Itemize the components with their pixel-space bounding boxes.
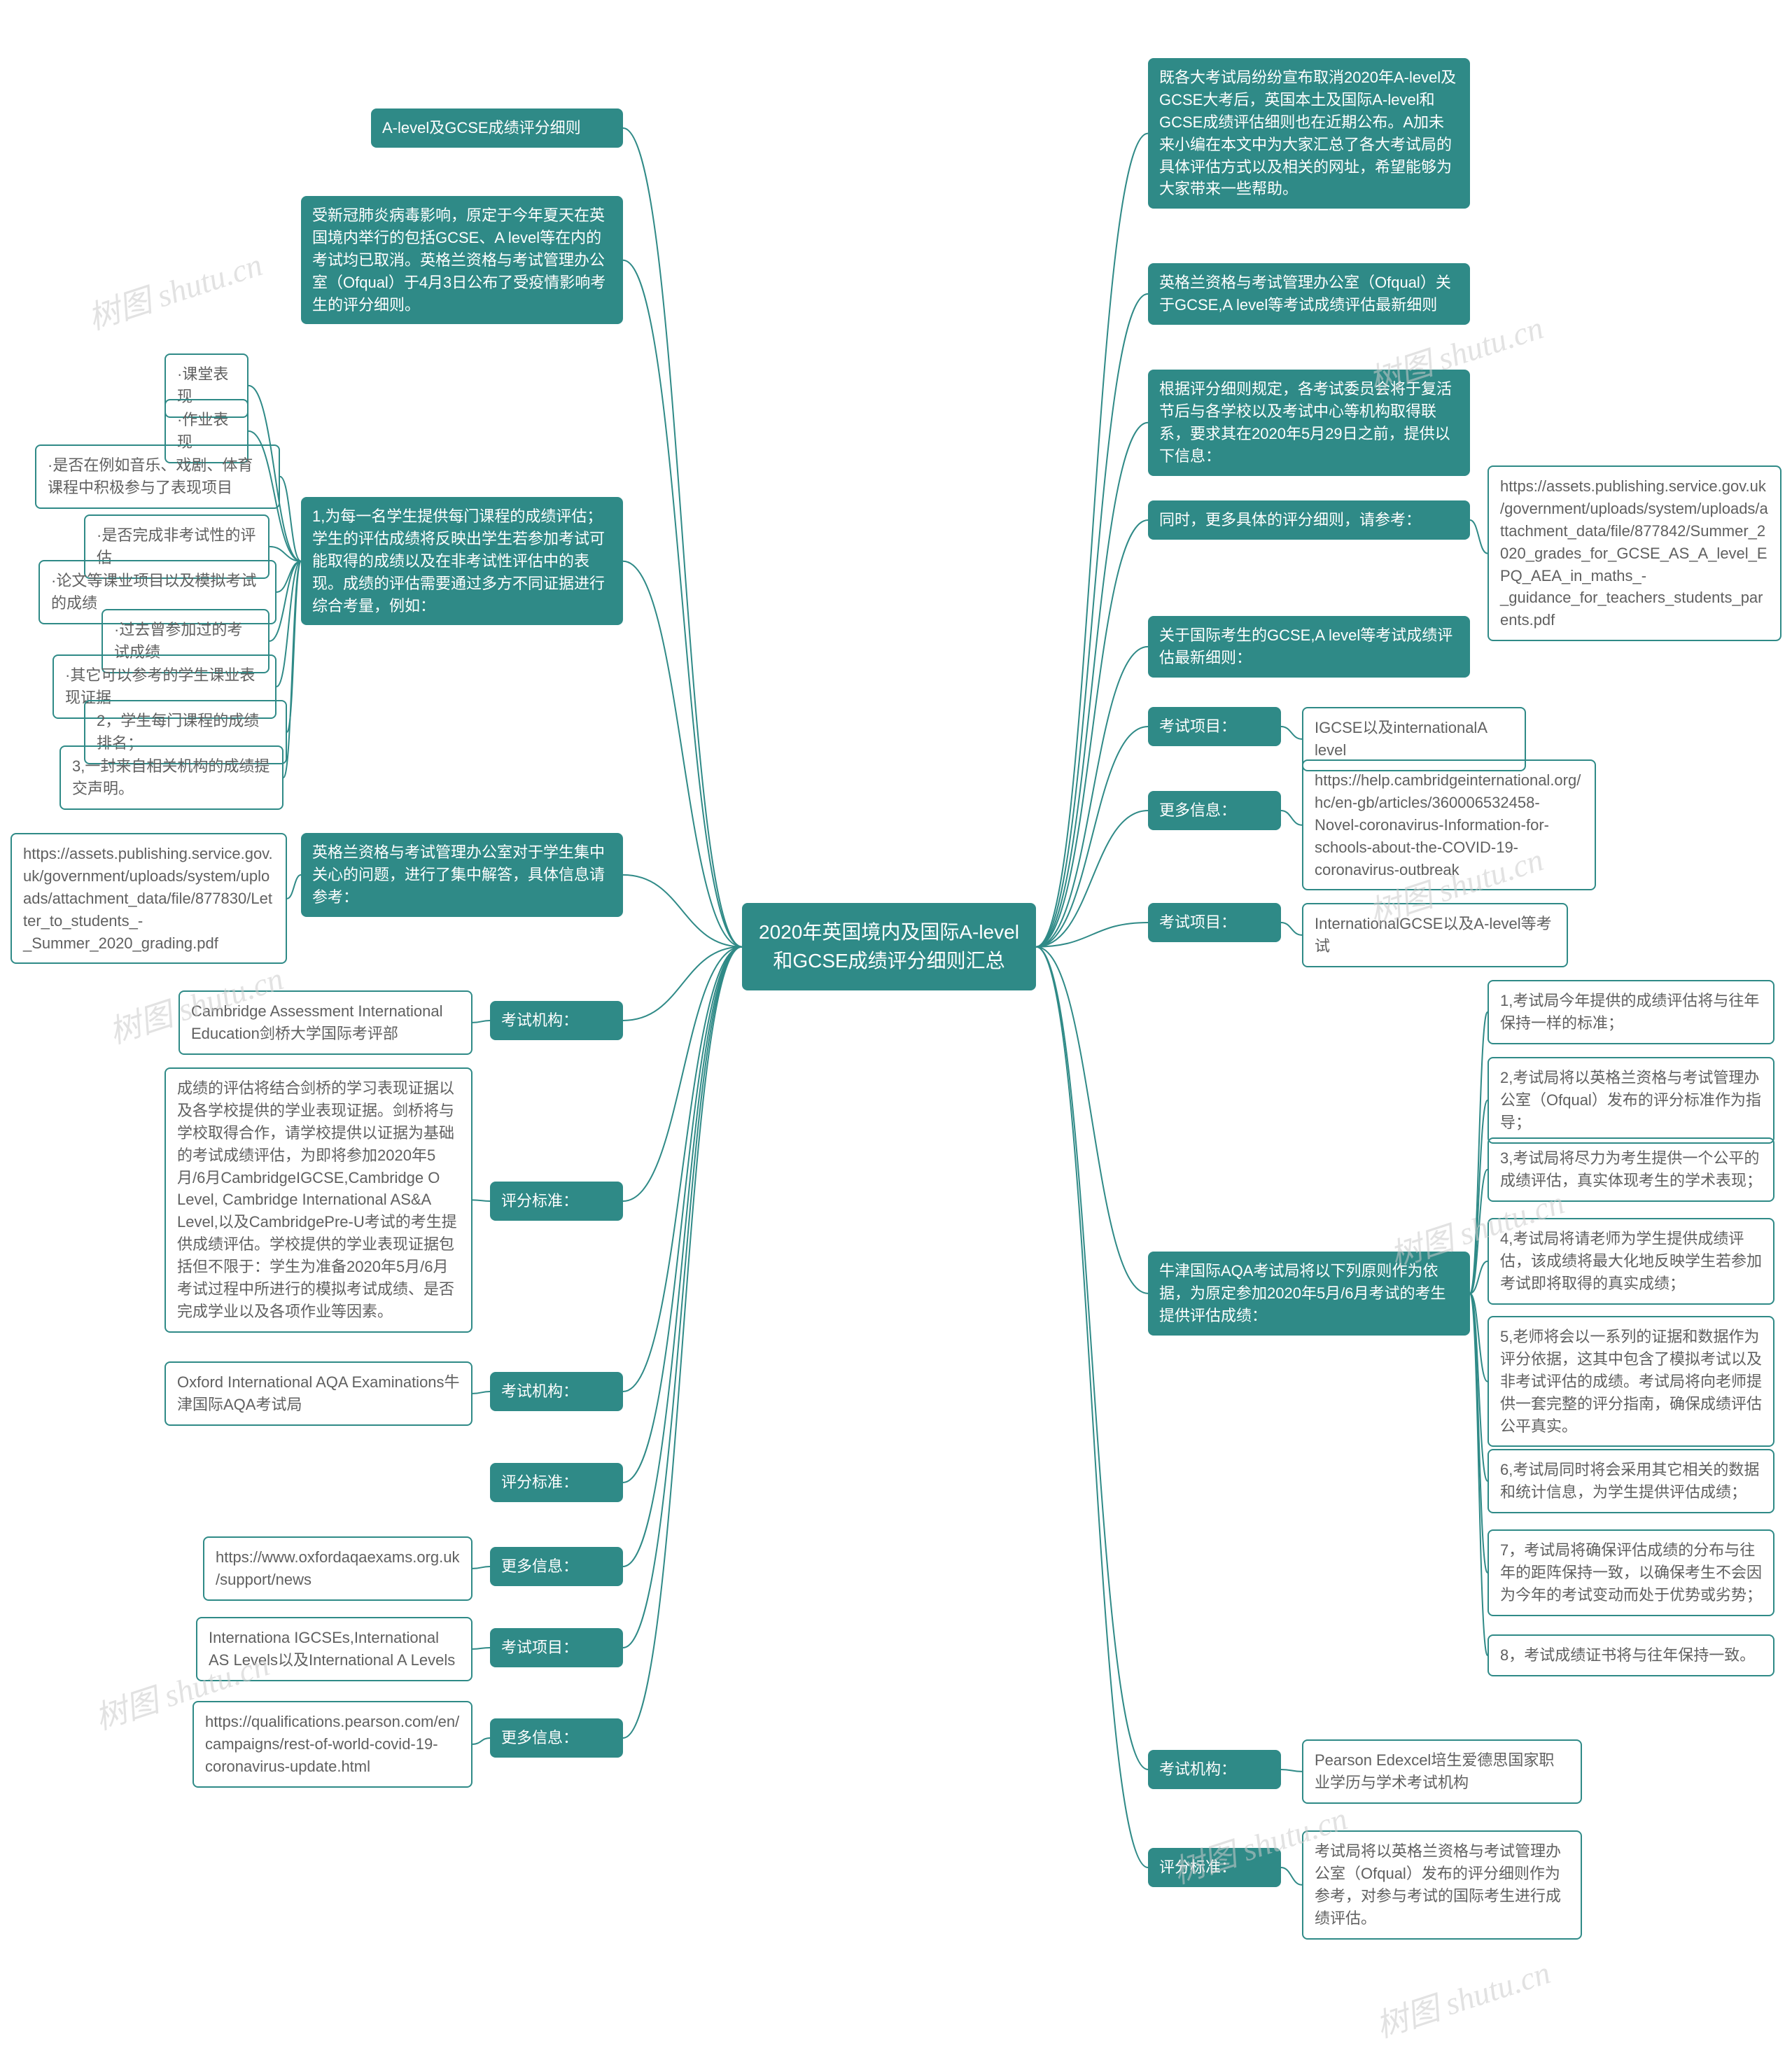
- edge-L7-L7a: [472, 1392, 490, 1394]
- watermark: 树图 shutu.cn: [81, 239, 267, 339]
- node-R3[interactable]: 根据评分细则规定，各考试委员会将于复活节后与各学校以及考试中心等机构取得联系，要…: [1148, 370, 1470, 476]
- node-R1[interactable]: 既各大考试局纷纷宣布取消2020年A-level及GCSE大考后，英国本土及国际…: [1148, 58, 1470, 209]
- node-L3c[interactable]: ·是否在例如音乐、戏剧、体育课程中积极参与了表现项目: [35, 444, 280, 509]
- node-R2[interactable]: 英格兰资格与考试管理办公室（Ofqual）关于GCSE,A level等考试成绩…: [1148, 263, 1470, 325]
- node-L9a[interactable]: https://www.oxfordaqaexams.org.uk/suppor…: [203, 1536, 472, 1601]
- edge-R9-R9c: [1470, 1170, 1488, 1294]
- node-L10a[interactable]: Internationa IGCSEs,International AS Lev…: [196, 1617, 472, 1681]
- edge-c0-L10: [623, 947, 742, 1648]
- edge-L5-L5a: [472, 1021, 490, 1023]
- edge-c0-L2: [623, 260, 742, 947]
- node-R7[interactable]: 更多信息：: [1148, 791, 1281, 830]
- edge-c0-L8: [623, 947, 742, 1483]
- node-R9e[interactable]: 5,老师将会以一系列的证据和数据作为评分依据，这其中包含了模拟考试以及非考试评估…: [1488, 1316, 1774, 1447]
- node-R10[interactable]: 考试机构：: [1148, 1750, 1281, 1789]
- node-R4a[interactable]: https://assets.publishing.service.gov.uk…: [1488, 465, 1782, 641]
- node-L5[interactable]: 考试机构：: [490, 1001, 623, 1040]
- edge-L3-L3e: [276, 561, 301, 592]
- edge-c0-R6: [1036, 727, 1148, 947]
- edge-c0-R11: [1036, 947, 1148, 1868]
- node-L6a[interactable]: 成绩的评估将结合剑桥的学习表现证据以及各学校提供的学业表现证据。剑桥将与学校取得…: [164, 1067, 472, 1333]
- node-c0[interactable]: 2020年英国境内及国际A-level和GCSE成绩评分细则汇总: [742, 903, 1036, 990]
- edge-c0-R1: [1036, 134, 1148, 947]
- node-R11a[interactable]: 考试局将以英格兰资格与考试管理办公室（Ofqual）发布的评分细则作为参考，对参…: [1302, 1830, 1582, 1940]
- node-R9[interactable]: 牛津国际AQA考试局将以下列原则作为依据，为原定参加2020年5月/6月考试的考…: [1148, 1252, 1470, 1336]
- node-R7a[interactable]: https://help.cambridgeinternational.org/…: [1302, 759, 1596, 890]
- edge-L9-L9a: [472, 1567, 490, 1569]
- node-L4[interactable]: 英格兰资格与考试管理办公室对于学生集中关心的问题，进行了集中解答，具体信息请参考…: [301, 833, 623, 917]
- node-L4a[interactable]: https://assets.publishing.service.gov.uk…: [10, 833, 287, 964]
- edge-L10-L10a: [472, 1648, 490, 1649]
- node-L11[interactable]: 更多信息：: [490, 1718, 623, 1758]
- node-R5[interactable]: 关于国际考生的GCSE,A level等考试成绩评估最新细则：: [1148, 616, 1470, 678]
- edge-R6-R6a: [1281, 727, 1302, 739]
- node-L2[interactable]: 受新冠肺炎病毒影响，原定于今年夏天在英国境内举行的包括GCSE、A level等…: [301, 196, 623, 324]
- watermark: 树图 shutu.cn: [1369, 1947, 1555, 2047]
- edge-L4-L4a: [287, 875, 301, 899]
- edge-R9-R9d: [1470, 1261, 1488, 1294]
- edge-c0-L1: [623, 128, 742, 947]
- node-L10[interactable]: 考试项目：: [490, 1628, 623, 1667]
- node-L3i[interactable]: 3,一封来自相关机构的成绩提交声明。: [59, 745, 284, 810]
- edge-R9-R9f: [1470, 1294, 1488, 1481]
- edge-c0-R2: [1036, 294, 1148, 947]
- edge-L3-L3g: [276, 561, 301, 687]
- node-L11a[interactable]: https://qualifications.pearson.com/en/ca…: [192, 1701, 472, 1788]
- edge-L3-L3c: [280, 477, 301, 561]
- edge-R9-R9h: [1470, 1294, 1488, 1655]
- edge-R11-R11a: [1281, 1868, 1302, 1885]
- edge-c0-R5: [1036, 647, 1148, 947]
- edge-c0-L7: [623, 947, 742, 1392]
- edge-L11-L11a: [472, 1738, 490, 1744]
- edge-c0-L9: [623, 947, 742, 1567]
- edge-c0-L6: [623, 947, 742, 1201]
- node-R8[interactable]: 考试项目：: [1148, 903, 1281, 942]
- node-R8a[interactable]: InternationalGCSE以及A-level等考试: [1302, 903, 1568, 967]
- node-R9c[interactable]: 3,考试局将尽力为考生提供一个公平的成绩评估，真实体现考生的学术表现；: [1488, 1137, 1774, 1202]
- edge-L3-L3h: [287, 561, 301, 732]
- node-R9h[interactable]: 8，考试成绩证书将与往年保持一致。: [1488, 1634, 1774, 1676]
- node-R9b[interactable]: 2,考试局将以英格兰资格与考试管理办公室（Ofqual）发布的评分标准作为指导；: [1488, 1057, 1774, 1144]
- edge-R4-R4a: [1470, 520, 1488, 554]
- edge-c0-R4: [1036, 520, 1148, 947]
- node-R6[interactable]: 考试项目：: [1148, 707, 1281, 746]
- node-L3[interactable]: 1,为每一名学生提供每门课程的成绩评估；学生的评估成绩将反映出学生若参加考试可能…: [301, 497, 623, 625]
- node-L1[interactable]: A-level及GCSE成绩评分细则: [371, 108, 623, 148]
- edge-R10-R10a: [1281, 1770, 1302, 1772]
- edge-R9-R9a: [1470, 1012, 1488, 1294]
- node-R9g[interactable]: 7，考试局将确保评估成绩的分布与往年的距阵保持一致，以确保考生不会因为今年的考试…: [1488, 1529, 1774, 1616]
- node-L7[interactable]: 考试机构：: [490, 1372, 623, 1411]
- edge-c0-R8: [1036, 923, 1148, 947]
- node-L6[interactable]: 评分标准：: [490, 1182, 623, 1221]
- node-R9a[interactable]: 1,考试局今年提供的成绩评估将与往年保持一样的标准；: [1488, 980, 1774, 1044]
- node-L5a[interactable]: Cambridge Assessment International Educa…: [178, 990, 472, 1055]
- node-R9f[interactable]: 6,考试局同时将会采用其它相关的数据和统计信息，为学生提供评估成绩；: [1488, 1449, 1774, 1513]
- edge-c0-R3: [1036, 423, 1148, 947]
- edge-R7-R7a: [1281, 811, 1302, 825]
- edge-L6-L6a: [472, 1200, 490, 1201]
- edge-c0-L4: [623, 875, 742, 947]
- edge-R8-R8a: [1281, 923, 1302, 935]
- edge-c0-R9: [1036, 947, 1148, 1294]
- edge-c0-R7: [1036, 811, 1148, 947]
- node-L8[interactable]: 评分标准：: [490, 1463, 623, 1502]
- node-R11[interactable]: 评分标准：: [1148, 1848, 1281, 1887]
- edge-c0-L5: [623, 947, 742, 1021]
- edge-R9-R9g: [1470, 1294, 1488, 1573]
- edge-R9-R9e: [1470, 1294, 1488, 1382]
- node-R4[interactable]: 同时，更多具体的评分细则，请参考：: [1148, 500, 1470, 540]
- mindmap-canvas: 2020年英国境内及国际A-level和GCSE成绩评分细则汇总 A-level及…: [0, 0, 1792, 2060]
- node-L7a[interactable]: Oxford International AQA Examinations牛津国…: [164, 1361, 472, 1426]
- node-R9d[interactable]: 4,考试局将请老师为学生提供成绩评估，该成绩将最大化地反映学生若参加考试即将取得…: [1488, 1218, 1774, 1305]
- edge-c0-L11: [623, 947, 742, 1738]
- edge-L3-L3d: [270, 547, 301, 561]
- node-R10a[interactable]: Pearson Edexcel培生爱德思国家职业学历与学术考试机构: [1302, 1739, 1582, 1804]
- edge-c0-L3: [623, 561, 742, 947]
- node-L9[interactable]: 更多信息：: [490, 1547, 623, 1586]
- edge-c0-R10: [1036, 947, 1148, 1770]
- edge-R9-R9b: [1470, 1100, 1488, 1294]
